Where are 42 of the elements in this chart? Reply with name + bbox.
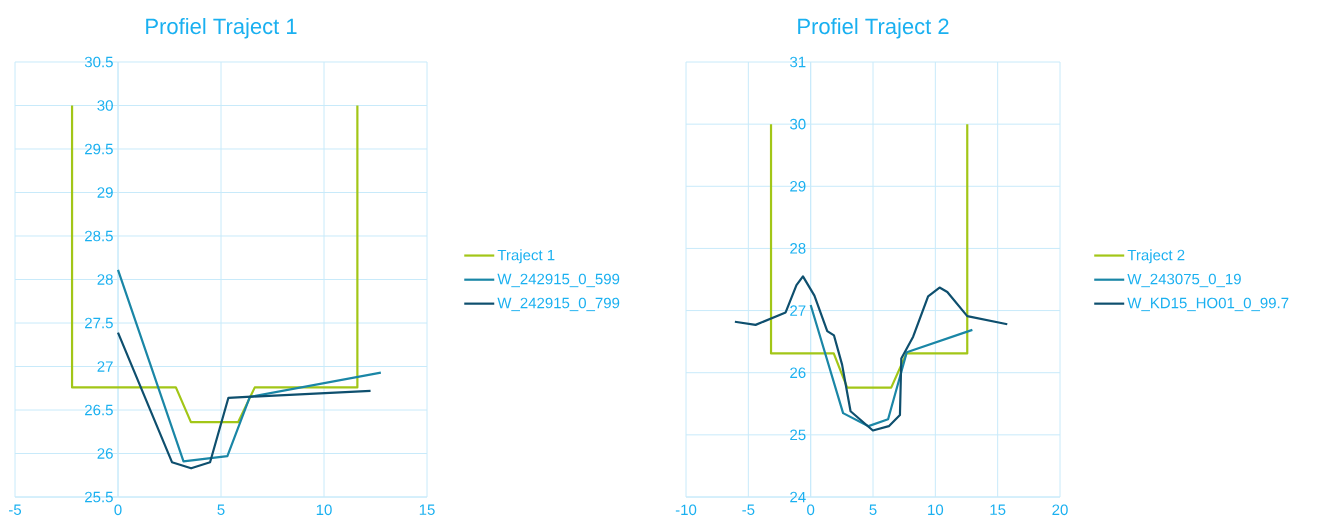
x-tick-label: 10: [928, 504, 944, 516]
y-tick-label: 28.5: [85, 230, 113, 242]
y-tick-label: 27.5: [85, 317, 113, 329]
y-tick-label: 28: [790, 243, 806, 254]
y-tick-label: 30: [97, 100, 113, 111]
legend-label: W_243075_0_19: [1127, 273, 1241, 288]
legend-label: Traject 1: [497, 249, 555, 264]
legend-label: Traject 2: [1127, 249, 1185, 264]
line-series: [116, 268, 382, 463]
y-tick-label: 27: [790, 305, 806, 316]
x-tick-label: -10: [675, 504, 697, 516]
x-tick-label: 15: [990, 504, 1006, 515]
y-tick-label: 31: [790, 56, 806, 68]
chart-title: Profiel Traject 1: [146, 17, 297, 39]
y-tick-label: 29.5: [85, 143, 113, 155]
y-tick-label: 26: [790, 367, 806, 379]
x-tick-label: 20: [1052, 504, 1068, 516]
line-series: [809, 303, 974, 428]
y-tick-label: 30.5: [84, 56, 113, 68]
x-tick-label: 5: [869, 504, 877, 515]
chart-title: Profiel Traject 2: [798, 18, 949, 39]
x-tick-label: -5: [9, 504, 22, 515]
legend-label: W_KD15_HO01_0_99.7: [1127, 297, 1289, 312]
legend-label: W_242915_0_599: [497, 273, 620, 288]
x-tick-label: 0: [114, 504, 122, 516]
legend-label: W_242915_0_799: [497, 297, 620, 312]
x-tick-label: 10: [316, 504, 332, 516]
x-tick-label: 5: [217, 504, 225, 515]
y-tick-label: 30: [790, 118, 806, 130]
y-tick-label: 25.5: [85, 491, 113, 503]
y-tick-label: 27: [97, 361, 113, 372]
y-tick-label: 29: [97, 187, 113, 198]
line-series: [116, 331, 372, 470]
x-tick-label: 15: [419, 504, 435, 515]
y-tick-label: 28: [97, 274, 113, 285]
y-tick-label: 25: [790, 429, 806, 441]
y-tick-label: 26: [97, 448, 113, 459]
x-tick-label: 0: [807, 504, 815, 516]
y-tick-label: 29: [790, 180, 806, 192]
y-tick-label: 26.5: [85, 404, 113, 416]
x-tick-label: -5: [742, 504, 755, 515]
y-tick-label: 24: [790, 491, 806, 503]
